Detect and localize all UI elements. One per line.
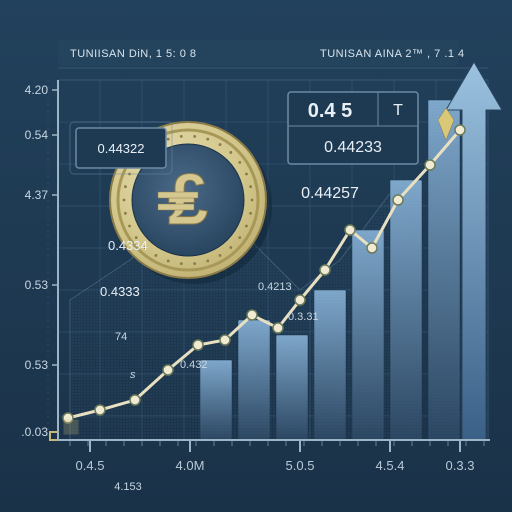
- line-marker: [455, 125, 465, 135]
- line-marker: [193, 340, 203, 350]
- callout-label: 0.44257: [301, 185, 359, 202]
- callout-label: T: [393, 102, 403, 119]
- line-marker: [163, 365, 173, 375]
- x-axis-label: 5.0.5: [286, 458, 315, 473]
- line-marker: [345, 225, 355, 235]
- callout-label: 0.432: [180, 359, 208, 371]
- title-right: TUNISAN AINA 2™ , 7 .1 4: [320, 48, 465, 60]
- x-axis-minor-label: 4.153: [114, 481, 142, 493]
- x-axis-label: 4.0M: [176, 458, 205, 473]
- callout-label: s: [130, 369, 136, 381]
- line-marker: [367, 243, 377, 253]
- line-marker: [273, 323, 283, 333]
- chart-svg: TUNIISAN DiN, 1 5: 0 8 TUNISAN AINA 2™ ,…: [0, 0, 512, 512]
- y-axis-label: 0.54: [25, 128, 49, 142]
- chart-root: TUNIISAN DiN, 1 5: 0 8 TUNISAN AINA 2™ ,…: [0, 0, 512, 512]
- callout-label: 74: [115, 331, 127, 343]
- y-axis-label: 0.53: [25, 358, 49, 372]
- line-marker: [393, 195, 403, 205]
- currency-symbol-icon: £: [168, 160, 208, 240]
- title-left: TUNIISAN DiN, 1 5: 0 8: [70, 48, 197, 60]
- line-marker: [95, 405, 105, 415]
- x-axis-label: 0.4.5: [76, 458, 105, 473]
- y-axis-label: .0.03: [21, 425, 48, 439]
- callout-label: 0.4213: [258, 281, 292, 293]
- callout-label: 0.44322: [98, 141, 145, 156]
- y-axis-label: 4.20: [25, 83, 49, 97]
- line-marker: [295, 295, 305, 305]
- line-marker: [247, 310, 257, 320]
- y-axis-label: 0.53: [25, 278, 49, 292]
- line-marker: [220, 335, 230, 345]
- callout-label: 0.4333: [100, 284, 140, 299]
- x-axis-label: 4.5.4: [376, 458, 405, 473]
- callout-label: 0.4334: [108, 238, 148, 253]
- line-marker: [320, 265, 330, 275]
- line-marker: [425, 160, 435, 170]
- callout-label: 0.3.31: [288, 311, 319, 323]
- line-marker: [130, 395, 140, 405]
- x-axis-label: 0.3.3: [446, 458, 475, 473]
- y-axis-label: 4.37: [25, 188, 49, 202]
- callout-label: 0.4 5: [308, 100, 352, 122]
- callout-label: 0.44233: [324, 139, 382, 156]
